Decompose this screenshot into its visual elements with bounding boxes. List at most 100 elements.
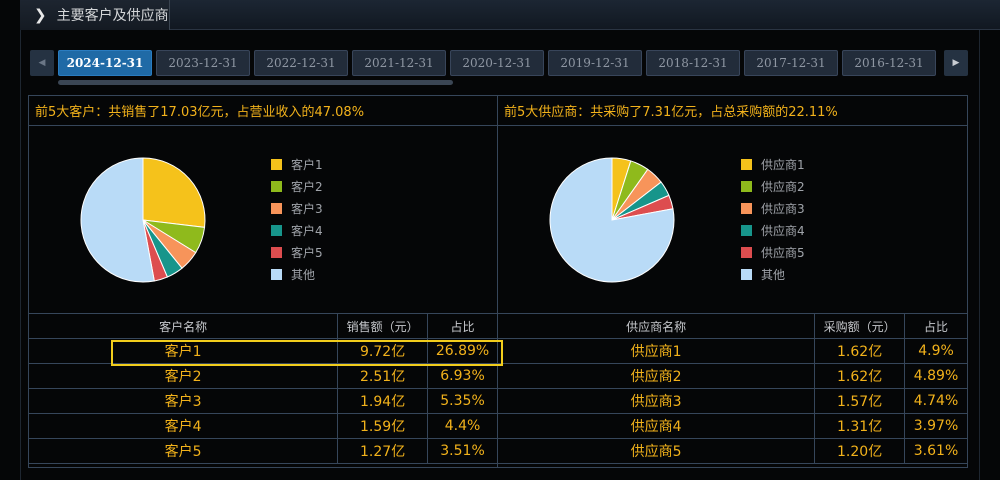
date-tabs: ◀ 2024-12-31 2023-12-31 2022-12-31 2021-12-…: [30, 50, 936, 76]
table-row[interactable]: 客户3 1.94亿 5.35%: [27, 388, 498, 414]
table-cell: 3.51%: [427, 438, 498, 464]
table-cell: 供应商1: [496, 338, 816, 364]
divider: [28, 125, 968, 126]
table-cell: 4.89%: [904, 363, 968, 389]
table-cell: 供应商3: [496, 388, 816, 414]
legend-label: 供应商2: [761, 179, 805, 194]
table-cell: 1.94亿: [337, 388, 429, 414]
table-cell: 1.62亿: [814, 338, 906, 364]
tab-2019-12-31[interactable]: 2019-12-31: [548, 50, 642, 76]
tab-2024-12-31[interactable]: 2024-12-31: [58, 50, 152, 76]
scroll-left-button[interactable]: ◀: [30, 50, 54, 76]
column-header: 占比: [904, 313, 968, 339]
legend-label: 其他: [761, 267, 786, 282]
column-header: 占比: [427, 313, 498, 339]
legend-label: 供应商5: [761, 245, 805, 260]
legend-item[interactable]: 供应商1: [741, 153, 805, 175]
table-cell: 客户1: [27, 338, 339, 364]
legend-swatch: [741, 246, 752, 258]
pie-slice-其他[interactable]: [549, 157, 675, 283]
table-cell: 1.59亿: [337, 413, 429, 439]
legend-swatch: [271, 158, 282, 170]
table-cell: 4.9%: [904, 338, 968, 364]
table-row[interactable]: 供应商5 1.20亿 3.61%: [496, 438, 968, 464]
table-row[interactable]: 供应商1 1.62亿 4.9%: [496, 338, 968, 364]
legend-item[interactable]: 供应商3: [741, 197, 805, 219]
table-row[interactable]: 客户5 1.27亿 3.51%: [27, 438, 498, 464]
scroll-right-button[interactable]: ▶: [944, 50, 968, 76]
tab-2018-12-31[interactable]: 2018-12-31: [646, 50, 740, 76]
section-header: ❯ 主要客户及供应商: [20, 0, 1000, 30]
table-cell: 客户2: [27, 363, 339, 389]
table-row[interactable]: 客户2 2.51亿 6.93%: [27, 363, 498, 389]
table-cell: 1.31亿: [814, 413, 906, 439]
legend-item[interactable]: 客户2: [271, 175, 323, 197]
tabs-scrollbar[interactable]: [58, 80, 453, 85]
column-header: 销售额（元）: [337, 313, 429, 339]
legend-swatch: [741, 202, 752, 214]
table-cell: 1.27亿: [337, 438, 429, 464]
customers-table: 客户名称 销售额（元） 占比 客户1 9.72亿 26.89% 客户2 2.51亿 6.93% 客…: [27, 313, 498, 464]
legend-item[interactable]: 其他: [271, 263, 323, 285]
legend-swatch: [741, 224, 752, 236]
table-row[interactable]: 客户1 9.72亿 26.89%: [27, 338, 498, 364]
highlight-box: [111, 340, 503, 366]
table-row[interactable]: 客户4 1.59亿 4.4%: [27, 413, 498, 439]
legend-label: 客户3: [291, 201, 323, 216]
tab-2017-12-31[interactable]: 2017-12-31: [744, 50, 838, 76]
legend-item[interactable]: 其他: [741, 263, 805, 285]
table-cell: 26.89%: [427, 338, 498, 364]
legend-swatch: [741, 268, 752, 280]
table-cell: 供应商5: [496, 438, 816, 464]
table-cell: 3.61%: [904, 438, 968, 464]
legend-item[interactable]: 供应商5: [741, 241, 805, 263]
legend-label: 供应商3: [761, 201, 805, 216]
legend-swatch: [271, 268, 282, 280]
table-cell: 1.57亿: [814, 388, 906, 414]
table-row[interactable]: 供应商2 1.62亿 4.89%: [496, 363, 968, 389]
legend-item[interactable]: 供应商2: [741, 175, 805, 197]
legend-label: 其他: [291, 267, 316, 282]
table-cell: 4.4%: [427, 413, 498, 439]
table-cell: 9.72亿: [337, 338, 429, 364]
customers-pie-chart: [80, 157, 206, 283]
legend-swatch: [271, 246, 282, 258]
table-cell: 1.20亿: [814, 438, 906, 464]
section-title-tab: ❯ 主要客户及供应商: [20, 0, 170, 30]
legend-label: 供应商1: [761, 157, 805, 172]
chevron-right-icon: ❯: [34, 6, 47, 24]
legend-swatch: [741, 158, 752, 170]
tab-2023-12-31[interactable]: 2023-12-31: [156, 50, 250, 76]
table-cell: 3.97%: [904, 413, 968, 439]
legend-item[interactable]: 客户4: [271, 219, 323, 241]
table-cell: 2.51亿: [337, 363, 429, 389]
legend-label: 供应商4: [761, 223, 805, 238]
legend-item[interactable]: 客户3: [271, 197, 323, 219]
legend-swatch: [271, 180, 282, 192]
tab-2021-12-31[interactable]: 2021-12-31: [352, 50, 446, 76]
table-cell: 客户5: [27, 438, 339, 464]
column-header: 供应商名称: [496, 313, 816, 339]
tab-2016-12-31[interactable]: 2016-12-31: [842, 50, 936, 76]
legend-swatch: [271, 224, 282, 236]
table-cell: 5.35%: [427, 388, 498, 414]
content-panel: [20, 30, 980, 480]
table-cell: 4.74%: [904, 388, 968, 414]
table-row[interactable]: 供应商4 1.31亿 3.97%: [496, 413, 968, 439]
tab-2022-12-31[interactable]: 2022-12-31: [254, 50, 348, 76]
suppliers-panel: [497, 95, 968, 468]
table-cell: 供应商4: [496, 413, 816, 439]
suppliers-legend: 供应商1 供应商2 供应商3 供应商4 供应商5 其他: [741, 153, 805, 285]
pie-slice-客户1[interactable]: [142, 157, 206, 228]
table-cell: 6.93%: [427, 363, 498, 389]
legend-label: 客户1: [291, 157, 323, 172]
table-row[interactable]: 供应商3 1.57亿 4.74%: [496, 388, 968, 414]
tab-2020-12-31[interactable]: 2020-12-31: [450, 50, 544, 76]
legend-item[interactable]: 客户5: [271, 241, 323, 263]
legend-item[interactable]: 供应商4: [741, 219, 805, 241]
pie-slice-其他[interactable]: [80, 157, 155, 283]
legend-item[interactable]: 客户1: [271, 153, 323, 175]
suppliers-pie-chart: [549, 157, 675, 283]
table-cell: 客户4: [27, 413, 339, 439]
customers-legend: 客户1 客户2 客户3 客户4 客户5 其他: [271, 153, 323, 285]
